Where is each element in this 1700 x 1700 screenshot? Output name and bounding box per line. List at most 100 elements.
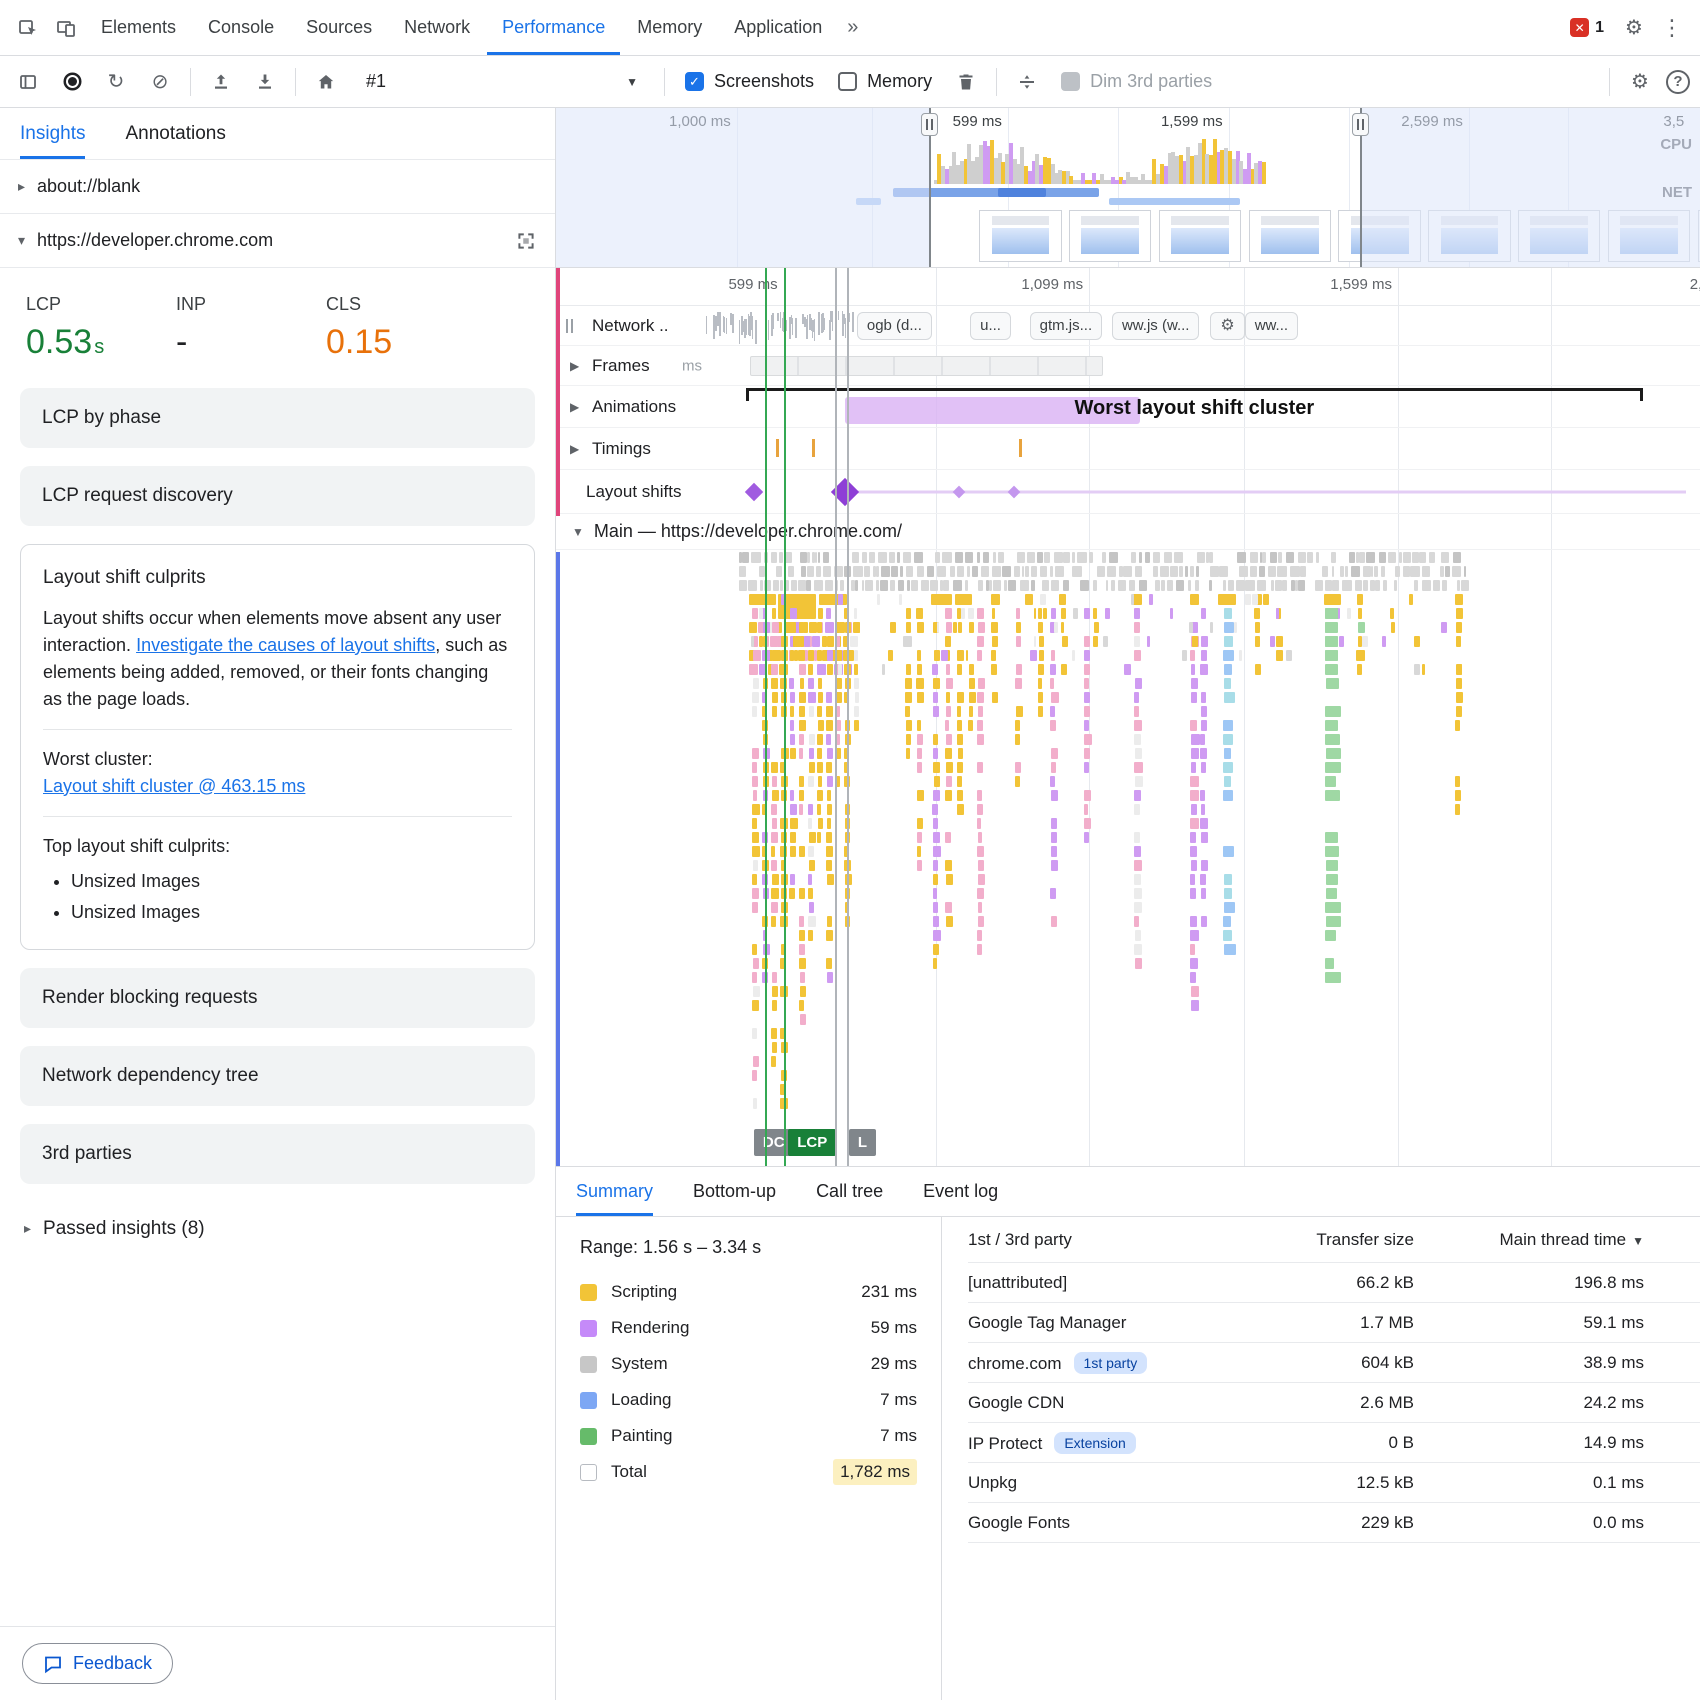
screenshots-checkbox[interactable]: ✓ Screenshots bbox=[677, 71, 822, 92]
tab-console[interactable]: Console bbox=[208, 17, 275, 37]
insight-card-lcp-by-phase[interactable]: LCP by phase bbox=[20, 388, 535, 448]
settings-gear-icon[interactable]: ⚙ bbox=[1625, 17, 1643, 39]
table-row[interactable]: [unattributed] 66.2 kB 196.8 ms bbox=[968, 1263, 1700, 1303]
clear-button[interactable]: ⊘ bbox=[151, 71, 169, 93]
tab-call-tree[interactable]: Call tree bbox=[816, 1181, 884, 1201]
insight-card-3rd-parties[interactable]: 3rd parties bbox=[20, 1123, 535, 1184]
network-request-chip[interactable]: ogb (d... bbox=[856, 312, 932, 340]
table-row[interactable]: IP Protect Extension 0 B 14.9 ms bbox=[968, 1423, 1700, 1463]
dcl-marker[interactable]: DC bbox=[753, 1129, 794, 1156]
network-gear-chip[interactable]: ⚙ bbox=[1210, 312, 1245, 340]
lcp-marker[interactable]: LCP bbox=[788, 1129, 837, 1156]
memory-checkbox[interactable]: Memory bbox=[830, 71, 940, 92]
kebab-menu-icon[interactable]: ⋮ bbox=[1661, 14, 1683, 40]
capture-settings-icon[interactable] bbox=[1009, 64, 1045, 100]
flame-bar bbox=[1131, 594, 1135, 605]
track-network[interactable]: Network .. ogb (d... u... gtm.js... ww.j… bbox=[556, 306, 1700, 346]
inspect-icon[interactable] bbox=[10, 10, 46, 46]
tab-memory[interactable]: Memory bbox=[637, 17, 703, 37]
tab-elements[interactable]: Elements bbox=[101, 17, 177, 37]
network-request-chip[interactable]: ww... bbox=[1244, 312, 1299, 340]
flame-canvas[interactable]: DC LCP L bbox=[556, 550, 1700, 1166]
flame-bar bbox=[751, 706, 758, 717]
more-tabs-icon[interactable]: » bbox=[847, 16, 859, 38]
track-animations[interactable]: ▶ Animations bbox=[556, 386, 1700, 428]
insight-card-lcp-request-discovery[interactable]: LCP request discovery bbox=[20, 466, 535, 526]
expand-triangle-icon[interactable]: ▶ bbox=[570, 399, 580, 414]
col-party[interactable]: 1st / 3rd party bbox=[968, 1229, 1072, 1249]
layout-shift-diamond[interactable] bbox=[952, 485, 966, 498]
toggle-sidebar-icon[interactable] bbox=[10, 64, 46, 100]
passed-insights-row[interactable]: ▸ Passed insights (8) bbox=[24, 1217, 205, 1239]
filmstrip-thumbnail[interactable] bbox=[979, 210, 1062, 262]
load-marker[interactable]: L bbox=[848, 1129, 877, 1156]
blank-url-row[interactable]: ▸ about://blank bbox=[0, 160, 555, 214]
insight-card-layout-shift-culprits[interactable]: Layout shift culprits Layout shifts occu… bbox=[20, 544, 535, 950]
expand-triangle-icon[interactable]: ▶ bbox=[570, 441, 580, 456]
window-handle-right[interactable] bbox=[1352, 108, 1370, 267]
main-thread-track-header[interactable]: ▼ Main — https://developer.chrome.com/ bbox=[556, 514, 1700, 550]
tab-summary[interactable]: Summary bbox=[576, 1167, 653, 1216]
table-row[interactable]: Google Fonts 229 kB 0.0 ms bbox=[968, 1503, 1700, 1543]
collapse-triangle-icon[interactable]: ▼ bbox=[572, 524, 584, 539]
track-timings[interactable]: ▶ Timings bbox=[556, 428, 1700, 470]
site-url-row[interactable]: ▾ https://developer.chrome.com bbox=[0, 214, 555, 268]
timeline-overview[interactable]: 1,000 ms 599 ms 1,599 ms 2,599 ms 3,5 CP… bbox=[556, 108, 1700, 268]
network-tick bbox=[745, 319, 748, 336]
table-row[interactable]: Google Tag Manager 1.7 MB 59.1 ms bbox=[968, 1303, 1700, 1343]
tab-annotations[interactable]: Annotations bbox=[125, 122, 226, 144]
table-row[interactable]: chrome.com 1st party 604 kB 38.9 ms bbox=[968, 1343, 1700, 1383]
track-frames[interactable]: ▶ Frames ms bbox=[556, 346, 1700, 386]
track-layout-shifts[interactable]: Layout shifts bbox=[556, 470, 1700, 514]
col-transfer-size[interactable]: Transfer size bbox=[1316, 1229, 1414, 1249]
flame-bar bbox=[1325, 678, 1339, 689]
cpu-bar bbox=[990, 140, 995, 184]
metric-cls[interactable]: CLS 0.15 bbox=[326, 294, 476, 362]
network-request-chip[interactable]: ww.js (w... bbox=[1111, 312, 1200, 340]
session-select[interactable]: #1 ▼ bbox=[352, 64, 652, 100]
filmstrip-thumbnail[interactable] bbox=[1248, 210, 1332, 262]
record-button[interactable] bbox=[54, 64, 90, 100]
tab-bottom-up[interactable]: Bottom-up bbox=[693, 1181, 777, 1201]
metric-lcp[interactable]: LCP 0.53 s bbox=[26, 294, 176, 362]
timeline-ruler[interactable]: 599 ms 1,099 ms 1,599 ms 2,0 bbox=[556, 268, 1700, 306]
filmstrip-thumbnail[interactable] bbox=[1158, 210, 1242, 262]
error-badge[interactable]: ✕ 1 bbox=[1570, 18, 1604, 37]
col-main-thread-time[interactable]: Main thread time ▼ bbox=[1499, 1229, 1644, 1249]
insight-card-render-blocking[interactable]: Render blocking requests bbox=[20, 967, 535, 1028]
table-row[interactable]: Unpkg 12.5 kB 0.1 ms bbox=[968, 1463, 1700, 1503]
flame-bar bbox=[799, 846, 805, 857]
dim-3rd-parties-toggle[interactable]: Dim 3rd parties bbox=[1053, 71, 1220, 92]
tab-application[interactable]: Application bbox=[734, 17, 823, 37]
flame-bar bbox=[1187, 580, 1191, 591]
layout-shift-diamond[interactable] bbox=[744, 482, 764, 501]
upload-trace-icon[interactable] bbox=[203, 64, 239, 100]
tab-insights[interactable]: Insights bbox=[20, 108, 85, 159]
window-handle-left[interactable] bbox=[920, 108, 938, 267]
live-metrics-home-icon[interactable] bbox=[308, 64, 344, 100]
metric-inp[interactable]: INP - bbox=[176, 294, 326, 362]
device-toolbar-icon[interactable] bbox=[48, 10, 84, 46]
tab-network[interactable]: Network bbox=[404, 17, 471, 37]
flame-bar bbox=[1394, 566, 1400, 577]
layout-shift-diamond[interactable] bbox=[1007, 485, 1020, 498]
investigate-layout-shifts-link[interactable]: Investigate the causes of layout shifts bbox=[136, 634, 436, 655]
expand-triangle-icon[interactable]: ▶ bbox=[570, 358, 580, 373]
trash-icon[interactable] bbox=[948, 64, 984, 100]
track-drag-handle[interactable] bbox=[566, 318, 573, 333]
perf-settings-gear-icon[interactable]: ⚙ bbox=[1631, 71, 1649, 93]
insight-card-network-dependency-tree[interactable]: Network dependency tree bbox=[20, 1045, 535, 1106]
record-reload-button[interactable]: ↻ bbox=[107, 71, 125, 93]
network-request-chip[interactable]: u... bbox=[970, 312, 1011, 340]
filmstrip-thumbnail[interactable] bbox=[1069, 210, 1152, 262]
worst-cluster-link[interactable]: Layout shift cluster @ 463.15 ms bbox=[43, 775, 306, 796]
help-icon[interactable]: ? bbox=[1666, 69, 1690, 94]
tab-performance[interactable]: Performance bbox=[487, 0, 620, 55]
network-request-chip[interactable]: gtm.js... bbox=[1029, 312, 1103, 340]
table-row[interactable]: Google CDN 2.6 MB 24.2 ms bbox=[968, 1383, 1700, 1423]
screenshot-capture-icon[interactable] bbox=[515, 230, 537, 252]
tab-event-log[interactable]: Event log bbox=[923, 1181, 999, 1201]
download-trace-icon[interactable] bbox=[247, 64, 283, 100]
tab-sources[interactable]: Sources bbox=[306, 17, 373, 37]
feedback-button[interactable]: Feedback bbox=[22, 1643, 174, 1684]
